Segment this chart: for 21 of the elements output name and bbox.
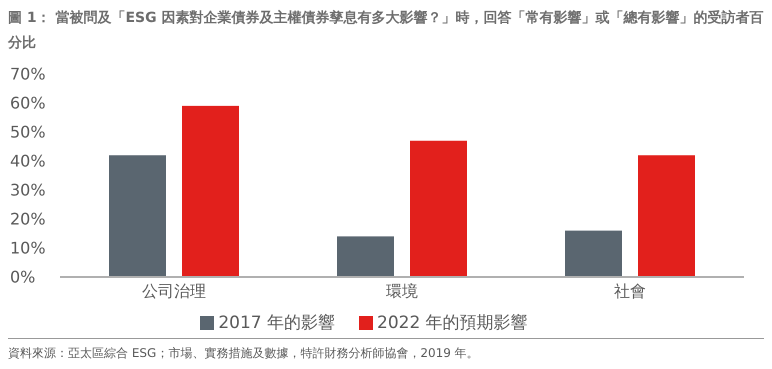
y-tick-label: 60% bbox=[10, 94, 46, 113]
chart-title: 圖 1： 當被問及「ESG 因素對企業債券及主權債券孳息有多大影響？」時，回答「常有影響」或「總有影響」的受訪者百分比 bbox=[8, 8, 764, 53]
source-note: 資料來源：亞太區綜合 ESG；市場、實務措施及數據，特許財務分析師協會，2019 年。 bbox=[8, 345, 480, 362]
y-tick-label: 20% bbox=[10, 210, 46, 229]
bar bbox=[109, 155, 166, 277]
bar bbox=[182, 106, 239, 277]
bar bbox=[410, 140, 467, 277]
x-tick-label: 社會 bbox=[614, 281, 646, 300]
legend-label: 2017 年的影響 bbox=[218, 313, 335, 333]
y-tick-label: 30% bbox=[10, 180, 46, 200]
y-tick-label: 40% bbox=[10, 152, 46, 171]
y-tick-label: 70% bbox=[10, 64, 46, 84]
bar bbox=[565, 230, 622, 277]
y-tick-label: 10% bbox=[10, 238, 46, 258]
bar bbox=[337, 236, 394, 277]
x-tick-label: 公司治理 bbox=[142, 281, 206, 300]
bar bbox=[638, 155, 695, 277]
y-tick-label: 50% bbox=[10, 122, 46, 142]
y-tick-label: 0% bbox=[10, 268, 36, 287]
x-tick-label: 環境 bbox=[386, 281, 418, 300]
legend-label: 2022 年的預期影響 bbox=[377, 313, 528, 333]
